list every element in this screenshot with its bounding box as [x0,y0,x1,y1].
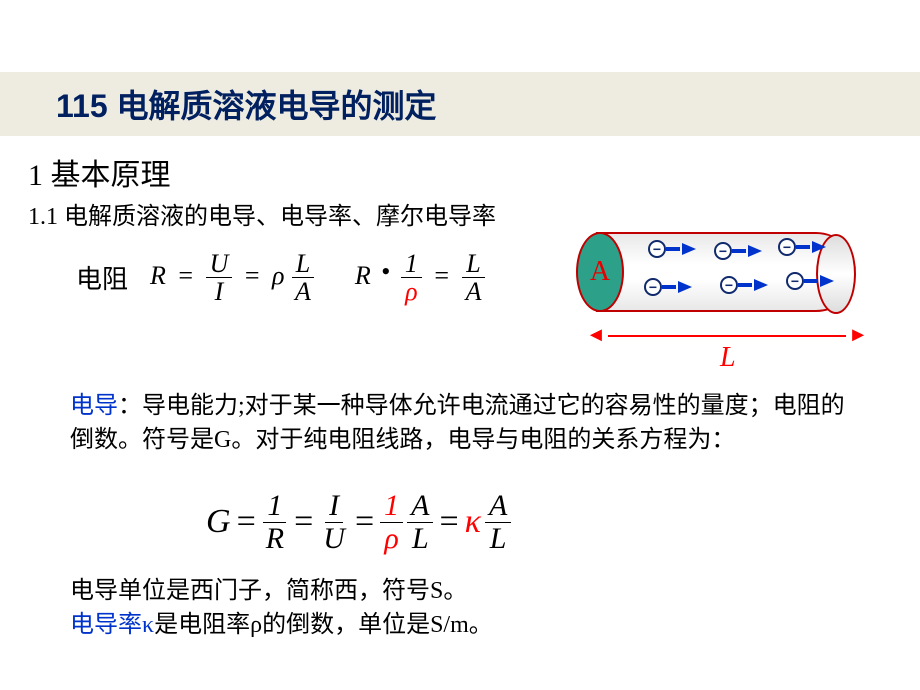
sym-eq2: = [245,261,260,290]
frac-UI: U I [206,250,233,306]
sym-R2: R [355,261,371,290]
ion-icon: − [648,240,696,258]
resistance-label: 电阻 [76,259,128,296]
formula-resistance: R = U I = ρ L A [150,250,315,306]
cylinder-face: A [576,232,624,312]
b-kappa: κ [465,503,481,541]
cylinder-diagram: A −−−−−− [576,232,876,314]
sym-U: U [206,250,233,278]
section-heading: 1 基本原理 [28,150,171,194]
term-conductivity: 电导率 [70,612,142,638]
area-label: A [590,256,610,288]
formula-conductance: G = 1 R = I U = 1 ρ A L = κ A L [206,490,511,554]
title-band: 115 电解质溶液电导的测定 [0,72,920,136]
b-A: A [407,490,433,523]
frac-AL2: A L [485,490,511,554]
b-U: U [319,523,349,555]
b-I: I [325,490,343,523]
beq3: = [355,503,374,541]
formula-resistance-row: 电阻 R = U I = ρ L A R • 1 ρ = L A [76,250,485,306]
b-L: L [408,523,433,555]
bracket-left: ◄ [586,324,606,347]
sym-R: R [150,261,166,290]
ion-icon: − [644,278,692,296]
frac-1rho-big: 1 ρ [380,490,403,554]
sym-eq3: = [434,261,449,290]
length-label: L [720,342,736,374]
frac-AL: A L [407,490,433,554]
ion-icon: − [720,276,768,294]
ion-icon: − [786,272,834,290]
page-title: 115 电解质溶液电导的测定 [56,81,437,127]
b-rho: ρ [380,523,402,555]
ion-icon: − [778,238,826,256]
beq2: = [294,503,313,541]
sym-A: A [291,278,315,305]
sym-A2: A [462,278,486,305]
sym-L2: L [462,250,484,278]
b-1r: 1 [380,490,403,523]
definition-paragraph: 电导：导电能力;对于某一种导体允许电流通过它的容易性的量度；电阻的倒数。符号是G… [70,390,860,457]
bracket-line [608,335,846,337]
sym-I: I [211,278,228,305]
term-conductance: 电导 [70,393,118,419]
beq4: = [439,503,458,541]
sym-rho-red: ρ [401,278,421,305]
definition-body: 导电能力;对于某一种导体允许电流通过它的容易性的量度；电阻的倒数。符号是G。对于… [70,393,845,453]
beq1: = [237,503,256,541]
footer-line-1: 电导单位是西门子，简称西，符号S。 [70,570,467,605]
footer-line-2: 电导率κ是电阻率ρ的倒数，单位是S/m。 [70,604,493,639]
subsection-heading: 1.1 电解质溶液的电导、电导率、摩尔电导率 [28,196,496,231]
b-R: R [262,523,288,555]
sym-dot: • [381,257,390,286]
sym-G: G [206,503,231,541]
frac-1R: 1 R [262,490,288,554]
sym-rho: ρ [272,261,284,290]
formula-relation: R • 1 ρ = L A [355,250,486,306]
footer-line-2-suffix: 是电阻率ρ的倒数，单位是S/m。 [154,612,493,638]
bracket-right: ► [848,324,868,347]
ion-icon: − [714,242,762,260]
sym-L: L [292,250,314,278]
def-colon: ： [118,393,142,419]
frac-IU: I U [319,490,349,554]
frac-LA: L A [291,250,315,306]
b-1: 1 [263,490,286,523]
frac-LA2: L A [462,250,486,306]
b-A2: A [485,490,511,523]
b-L2: L [486,523,511,555]
sym-eq: = [178,261,193,290]
sym-1: 1 [401,250,422,278]
frac-1rho: 1 ρ [401,250,422,306]
kappa-blue: κ [142,612,154,638]
